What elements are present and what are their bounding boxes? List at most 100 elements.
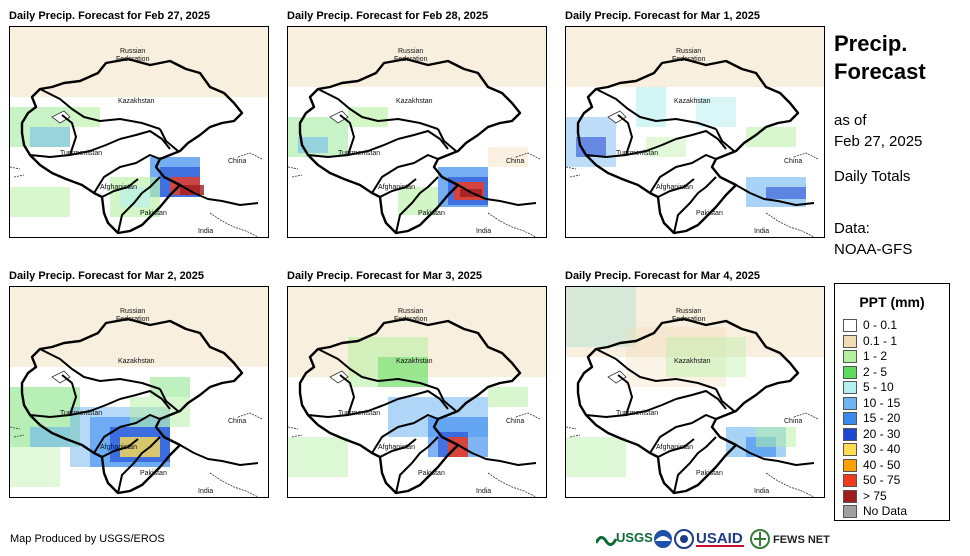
country-border (617, 114, 633, 156)
title-line: Precip. (834, 31, 908, 56)
label-turkmenistan: Turkmenistan (616, 410, 658, 417)
label-afghanistan: Afghanistan (378, 444, 415, 451)
country-border (379, 438, 417, 458)
label-russia: Russian (120, 48, 145, 55)
map-frame: Russian Federation Kazakhstan Turkmenistan A… (565, 286, 825, 498)
map-frame: Russian Federation Kazakhstan Turkmenistan A… (9, 26, 269, 238)
label-india: India (476, 488, 491, 495)
country-border (117, 436, 161, 494)
legend-item: 30 - 40 (843, 443, 900, 457)
region-outline (576, 317, 800, 495)
legend-item: 40 - 50 (843, 457, 901, 473)
as-of-date: as of Feb 27, 2025 (834, 110, 922, 152)
label-pakistan: Pakistan (140, 210, 167, 217)
panel-title: Daily Precip. Forecast for Feb 27, 2025 (9, 10, 211, 22)
label-india: India (754, 488, 769, 495)
label-pakistan: Pakistan (696, 210, 723, 217)
country-border (457, 444, 537, 466)
label-russia: Federation (394, 56, 428, 63)
legend-label: 5 - 10 (863, 380, 894, 394)
country-border (649, 414, 717, 454)
legend-swatch (843, 458, 857, 472)
label-china: China (784, 158, 802, 165)
label-russia: Russian (398, 308, 423, 315)
country-border (179, 444, 259, 466)
label-afghanistan: Afghanistan (100, 184, 137, 191)
map-frame: Russian Federation Kazakhstan Turkmenistan A… (287, 26, 547, 238)
country-border (117, 176, 161, 234)
country-border (61, 114, 77, 156)
legend-item: 5 - 10 (843, 381, 894, 395)
country-border (595, 348, 717, 390)
country-border (585, 138, 677, 158)
legend-swatch (843, 396, 857, 410)
legend-swatch (843, 319, 857, 332)
legend-label: 40 - 50 (863, 457, 901, 472)
label-india: India (754, 228, 769, 235)
title-line: Forecast (834, 59, 926, 84)
country-border (457, 184, 537, 206)
label-russia: Federation (672, 316, 706, 323)
region-outline (298, 57, 522, 235)
label-china: China (228, 418, 246, 425)
country-border (397, 390, 449, 410)
label-russia: Russian (398, 48, 423, 55)
country-border (317, 88, 439, 130)
country-border (317, 348, 439, 390)
usgs-logo: USGS (594, 530, 653, 546)
legend-label: 15 - 20 (863, 411, 901, 425)
fews-net-text: FEWS NET (773, 534, 830, 546)
map-panel-feb28: Daily Precip. Forecast for Feb 28, 2025 … (287, 10, 547, 250)
legend-swatch (843, 412, 857, 425)
country-border (617, 374, 633, 416)
country-border (395, 436, 439, 494)
lake (607, 110, 627, 124)
country-border (675, 130, 727, 150)
label-turkmenistan: Turkmenistan (338, 410, 380, 417)
country-border (397, 130, 449, 150)
usda-seal-icon (674, 529, 694, 549)
region-outline (298, 317, 522, 495)
label-afghanistan: Afghanistan (378, 184, 415, 191)
country-border (437, 388, 457, 412)
label-pakistan: Pakistan (418, 470, 445, 477)
label-kazakhstan: Kazakhstan (396, 358, 433, 365)
daily-totals-label: Daily Totals (834, 168, 911, 185)
country-border (657, 178, 695, 198)
legend-swatch (843, 427, 857, 441)
lake (607, 370, 627, 384)
noaa-logo (654, 530, 672, 548)
country-border (339, 114, 355, 156)
region-outline (20, 317, 244, 495)
label-russia: Federation (672, 56, 706, 63)
label-turkmenistan: Turkmenistan (616, 150, 658, 157)
label-kazakhstan: Kazakhstan (674, 358, 711, 365)
label-kazakhstan: Kazakhstan (674, 98, 711, 105)
country-border (371, 414, 439, 454)
country-border (585, 398, 677, 418)
legend-label: 1 - 2 (863, 349, 888, 363)
legend-item: 15 - 20 (843, 412, 900, 426)
label-turkmenistan: Turkmenistan (338, 150, 380, 157)
country-border (307, 398, 399, 418)
legend-label: 10 - 15 (863, 395, 901, 410)
label-pakistan: Pakistan (418, 210, 445, 217)
label-india: India (476, 228, 491, 235)
panel-title: Daily Precip. Forecast for Mar 2, 2025 (9, 270, 205, 282)
usaid-logo: USAID (696, 530, 744, 547)
precip-fields (288, 27, 546, 215)
map-frame: Russian Federation Kazakhstan Turkmenistan A… (9, 286, 269, 498)
label-afghanistan: Afghanistan (656, 184, 693, 191)
legend-swatch (843, 443, 857, 456)
label-afghanistan: Afghanistan (100, 444, 137, 451)
data-source-label: Data: (834, 220, 870, 237)
country-border (437, 128, 457, 152)
panel-title: Daily Precip. Forecast for Mar 1, 2025 (565, 10, 761, 22)
legend-title: PPT (mm) (859, 294, 925, 310)
legend-label: > 75 (863, 488, 887, 503)
